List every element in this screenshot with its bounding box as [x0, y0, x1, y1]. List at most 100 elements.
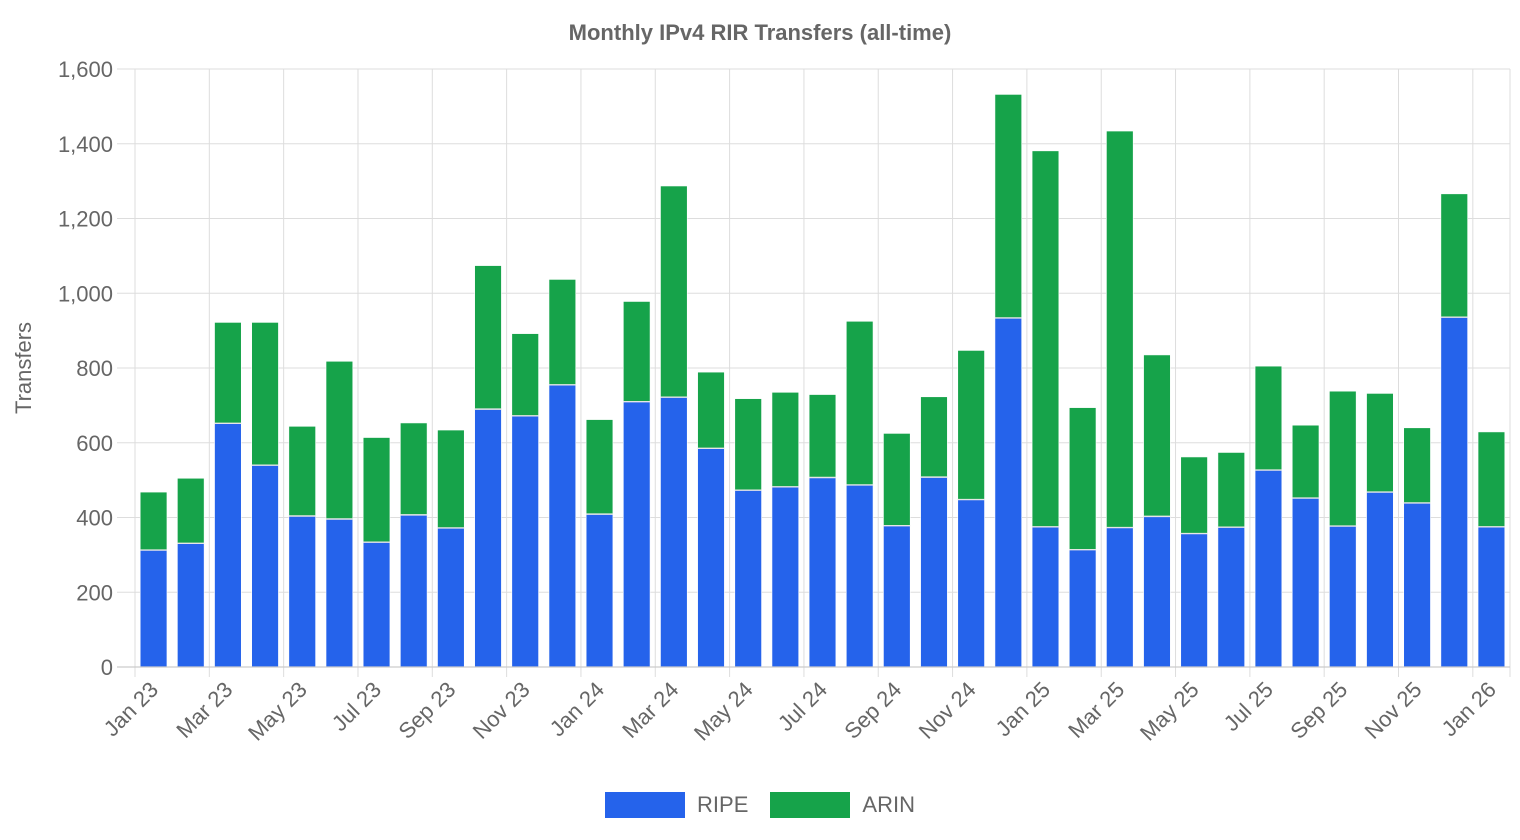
bar-arin-feb-25[interactable] — [1068, 407, 1097, 550]
bar-arin-dec-25[interactable] — [1440, 193, 1468, 318]
x-tick-label: Mar 23 — [171, 677, 237, 743]
bar-ripe-feb-24[interactable] — [623, 401, 651, 668]
bar-ripe-mar-23[interactable] — [214, 423, 242, 668]
bar-arin-sep-23[interactable] — [437, 429, 465, 529]
bar-arin-jan-25[interactable] — [1031, 150, 1060, 528]
bar-ripe-nov-23[interactable] — [511, 415, 539, 668]
bar-arin-jun-24[interactable] — [771, 391, 800, 488]
bar-ripe-jan-24[interactable] — [585, 513, 614, 668]
bar-ripe-oct-23[interactable] — [474, 408, 502, 668]
x-tick-label: Mar 24 — [617, 677, 683, 743]
bar-ripe-feb-25[interactable] — [1068, 549, 1097, 668]
bar-arin-jan-23[interactable] — [139, 491, 168, 551]
bar-ripe-jun-23[interactable] — [325, 518, 354, 668]
x-tick-label: Jul 24 — [773, 677, 832, 736]
bar-ripe-sep-25[interactable] — [1329, 525, 1357, 668]
x-tick-label: Sep 25 — [1285, 677, 1352, 744]
bar-arin-aug-24[interactable] — [845, 320, 874, 486]
bar-ripe-jun-25[interactable] — [1217, 526, 1245, 668]
y-tick-label: 1,600 — [58, 57, 113, 82]
bar-ripe-apr-25[interactable] — [1143, 516, 1171, 668]
bar-ripe-may-23[interactable] — [288, 515, 316, 668]
bar-arin-may-25[interactable] — [1180, 456, 1208, 534]
bar-arin-jul-23[interactable] — [362, 437, 391, 543]
y-tick-label: 1,400 — [58, 132, 113, 157]
bar-arin-sep-24[interactable] — [883, 433, 911, 527]
bar-ripe-aug-23[interactable] — [400, 514, 428, 668]
bar-arin-aug-23[interactable] — [400, 422, 428, 516]
bar-ripe-may-24[interactable] — [734, 489, 762, 668]
bar-ripe-nov-25[interactable] — [1403, 502, 1431, 668]
bar-ripe-jul-24[interactable] — [808, 477, 837, 668]
bar-arin-jan-26[interactable] — [1477, 431, 1506, 528]
bar-arin-nov-24[interactable] — [957, 350, 985, 500]
bar-arin-jul-25[interactable] — [1254, 365, 1283, 471]
legend-item-ripe[interactable]: RIPE — [605, 792, 748, 818]
bar-ripe-apr-24[interactable] — [697, 448, 725, 668]
legend-label-ripe: RIPE — [697, 792, 749, 817]
x-tick-label: Sep 23 — [393, 677, 460, 744]
bar-ripe-sep-24[interactable] — [883, 525, 911, 668]
bar-arin-may-23[interactable] — [288, 426, 316, 517]
y-tick-label: 1,000 — [58, 281, 113, 306]
bar-arin-nov-23[interactable] — [511, 333, 539, 417]
bar-ripe-jul-23[interactable] — [362, 541, 391, 668]
x-tick-label: May 24 — [689, 677, 758, 746]
bar-arin-apr-25[interactable] — [1143, 354, 1171, 517]
bar-ripe-feb-23[interactable] — [177, 542, 205, 668]
bar-arin-mar-24[interactable] — [660, 185, 688, 398]
bar-ripe-sep-23[interactable] — [437, 527, 465, 668]
bar-ripe-dec-25[interactable] — [1440, 316, 1468, 668]
bar-ripe-apr-23[interactable] — [251, 464, 279, 668]
bar-ripe-aug-24[interactable] — [845, 484, 874, 668]
x-tick-label: Nov 24 — [914, 677, 981, 744]
x-tick-label: Jan 24 — [545, 677, 609, 741]
bar-arin-may-24[interactable] — [734, 398, 762, 491]
bar-ripe-mar-24[interactable] — [660, 396, 688, 668]
bar-arin-dec-24[interactable] — [994, 94, 1022, 319]
bar-ripe-mar-25[interactable] — [1106, 527, 1134, 668]
bar-arin-mar-25[interactable] — [1106, 130, 1134, 528]
bar-arin-oct-24[interactable] — [920, 396, 948, 478]
bar-arin-oct-25[interactable] — [1366, 393, 1394, 493]
x-tick-label: Mar 25 — [1063, 677, 1129, 743]
bar-ripe-jan-25[interactable] — [1031, 526, 1060, 668]
bar-arin-feb-24[interactable] — [623, 301, 651, 402]
bar-ripe-jan-26[interactable] — [1477, 526, 1506, 668]
x-tick-label: Jul 25 — [1219, 677, 1278, 736]
bar-arin-sep-25[interactable] — [1329, 390, 1357, 527]
bar-arin-jun-25[interactable] — [1217, 452, 1245, 528]
bar-ripe-may-25[interactable] — [1180, 533, 1208, 668]
bar-ripe-oct-24[interactable] — [920, 476, 948, 668]
bar-arin-oct-23[interactable] — [474, 265, 502, 410]
legend-item-arin[interactable]: ARIN — [770, 792, 915, 818]
bar-arin-aug-25[interactable] — [1291, 424, 1320, 499]
legend-swatch-arin — [770, 792, 851, 818]
chart-title: Monthly IPv4 RIR Transfers (all-time) — [568, 20, 952, 45]
bar-arin-feb-23[interactable] — [177, 477, 205, 544]
y-tick-label: 800 — [76, 356, 113, 381]
bar-ripe-dec-23[interactable] — [548, 384, 577, 668]
x-tick-label: Jan 25 — [991, 677, 1055, 741]
bar-arin-apr-23[interactable] — [251, 322, 279, 466]
bar-ripe-jan-23[interactable] — [139, 549, 168, 668]
bar-arin-apr-24[interactable] — [697, 371, 725, 449]
bar-ripe-jul-25[interactable] — [1254, 469, 1283, 668]
bar-arin-mar-23[interactable] — [214, 322, 242, 424]
bar-arin-nov-25[interactable] — [1403, 427, 1431, 504]
bar-ripe-jun-24[interactable] — [771, 486, 800, 668]
bar-ripe-nov-24[interactable] — [957, 499, 985, 668]
bar-ripe-dec-24[interactable] — [994, 317, 1022, 668]
y-tick-label: 0 — [101, 655, 113, 680]
y-tick-label: 600 — [76, 431, 113, 456]
x-tick-label: Jan 26 — [1437, 677, 1501, 741]
legend-label-arin: ARIN — [862, 792, 915, 817]
bar-arin-dec-23[interactable] — [548, 279, 577, 386]
bar-arin-jun-23[interactable] — [325, 360, 354, 520]
bar-arin-jan-24[interactable] — [585, 419, 614, 515]
bar-ripe-oct-25[interactable] — [1366, 491, 1394, 668]
bar-ripe-aug-25[interactable] — [1291, 497, 1320, 668]
bar-arin-jul-24[interactable] — [808, 394, 837, 478]
